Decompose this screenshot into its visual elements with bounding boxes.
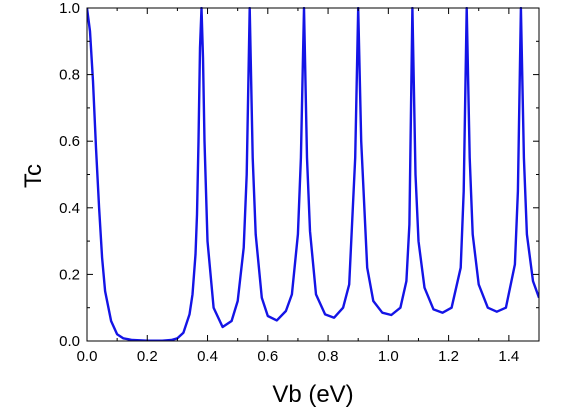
x-tick-label: 0.6 bbox=[257, 348, 278, 365]
y-tick-label: 0.6 bbox=[59, 133, 80, 150]
plot-area: 0.0 0.2 0.4 0.6 0.8 1.0 1.2 1.4 0.0 0.2 0.4 0.6 0.8 1… bbox=[59, 0, 539, 365]
x-tick-label: 0.8 bbox=[318, 348, 339, 365]
y-tick-label: 0.2 bbox=[59, 266, 80, 283]
y-axis-title: Tc bbox=[20, 164, 47, 188]
y-tick-label: 0.8 bbox=[59, 67, 80, 84]
x-tick-label: 1.0 bbox=[378, 348, 399, 365]
x-tick-label: 0.4 bbox=[197, 348, 218, 365]
x-tick-label: 1.2 bbox=[438, 348, 459, 365]
series-line-0 bbox=[87, 8, 539, 341]
x-axis-title: Vb (eV) bbox=[272, 381, 353, 408]
y-tick-label: 1.0 bbox=[59, 0, 80, 17]
x-tick-label: 0.0 bbox=[77, 348, 98, 365]
y-tick-label: 0.0 bbox=[59, 333, 80, 350]
x-tick-label: 0.2 bbox=[137, 348, 158, 365]
x-tick-label: 1.4 bbox=[498, 348, 519, 365]
y-tick-label: 0.4 bbox=[59, 200, 80, 217]
